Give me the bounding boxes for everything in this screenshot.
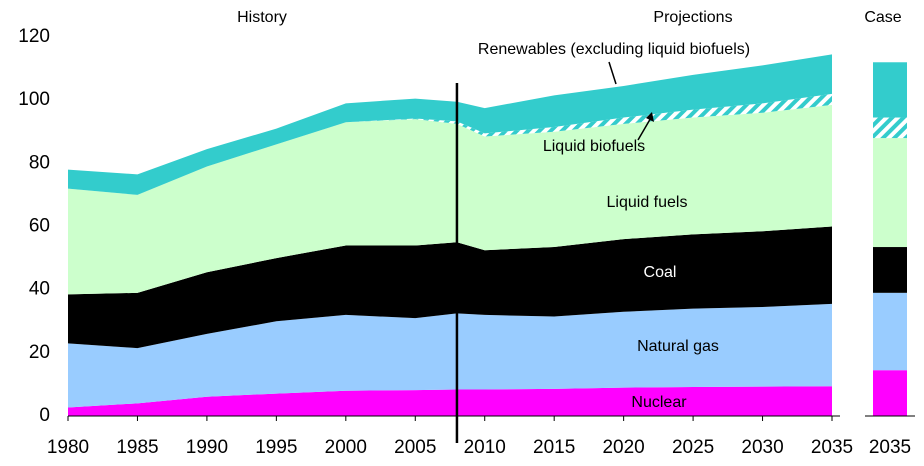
x-tick-label: 2030 [741, 437, 783, 458]
area [68, 386, 832, 416]
series-label: Nuclear [631, 394, 687, 411]
y-tick-label: 20 [29, 342, 50, 363]
y-tick-label: 60 [29, 216, 50, 237]
annotation-arrow [637, 115, 653, 141]
series-label: Renewables (excluding liquid biofuels) [478, 41, 750, 58]
chart-title: Case [864, 9, 901, 26]
area [68, 303, 832, 408]
annotation-arrow [608, 61, 617, 85]
plot [68, 54, 907, 416]
area [68, 104, 832, 295]
bar-segment [873, 117, 907, 139]
x-tick-label: 2035 [869, 437, 911, 458]
series-label: Coal [644, 264, 677, 281]
x-tick-label: 1980 [47, 437, 89, 458]
y-tick-label: 0 [39, 405, 50, 426]
bar-segment [873, 138, 907, 248]
area [68, 226, 832, 349]
x-tick-label: 2010 [464, 437, 506, 458]
x-tick-label: 2005 [394, 437, 436, 458]
y-tick-label: 120 [18, 26, 50, 47]
x-tick-label: 2000 [325, 437, 367, 458]
arrow-head [646, 112, 654, 122]
x-tick-label: 2015 [533, 437, 575, 458]
bar-segment [873, 292, 907, 371]
annotation: Projections [653, 9, 732, 26]
x-tick-label: 2035 [811, 437, 853, 458]
area [68, 54, 832, 195]
bar-segment [873, 370, 907, 416]
bar-segment [873, 62, 907, 118]
y-tick-label: 40 [29, 279, 50, 300]
y-tick-label: 100 [18, 89, 50, 110]
x-tick-label: 1995 [255, 437, 297, 458]
series-label: Liquid biofuels [543, 138, 645, 155]
annotation: History [237, 9, 287, 26]
y-tick-label: 80 [29, 152, 50, 173]
series-label: Natural gas [637, 338, 719, 355]
bar-segment [873, 247, 907, 293]
area [68, 93, 832, 195]
x-tick-label: 1985 [116, 437, 158, 458]
series-label: Liquid fuels [607, 194, 688, 211]
x-tick-label: 2025 [672, 437, 714, 458]
x-tick-label: 2020 [602, 437, 644, 458]
x-tick-label: 1990 [186, 437, 228, 458]
